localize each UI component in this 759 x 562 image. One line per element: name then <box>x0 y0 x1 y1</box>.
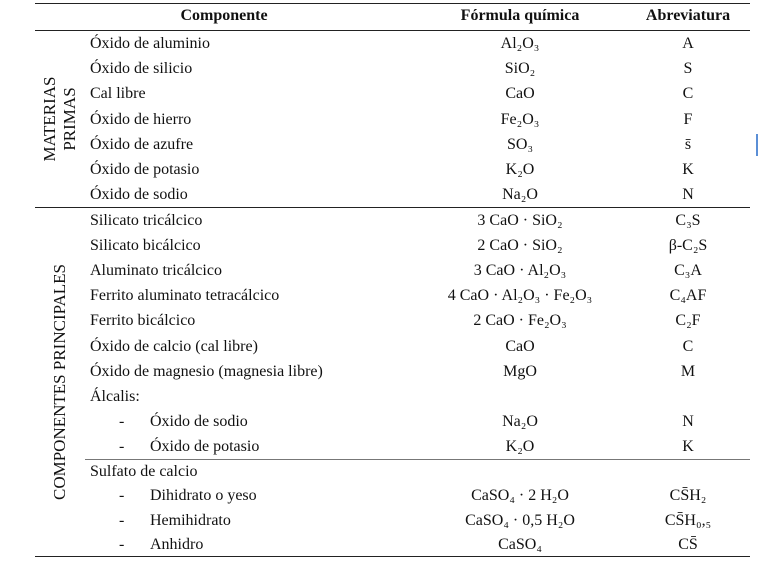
formula: Na₂O <box>502 186 538 204</box>
abbreviation: β-C₂S <box>668 236 708 254</box>
header-rule <box>35 30 750 31</box>
component: Óxido de sodio <box>90 186 188 204</box>
component: Cal libre <box>90 85 146 103</box>
abbreviation: S <box>683 59 693 77</box>
formula: 3 CaO · SiO₂ <box>477 211 563 229</box>
component: Ferrito aluminato tetracálcico <box>90 287 280 305</box>
abbreviation: K <box>682 161 694 179</box>
abbreviation: CS̄ <box>678 535 698 553</box>
component: Óxido de hierro <box>90 110 192 128</box>
component: Óxido de sodio <box>150 413 248 431</box>
component: Dihidrato o yeso <box>150 487 257 505</box>
component: Óxido de magnesio (magnesia libre) <box>90 362 323 380</box>
abbreviation: K <box>682 438 694 456</box>
abbreviation: C <box>682 337 694 355</box>
group-label: MATERIAS <box>40 75 59 162</box>
component: Aluminato tricálcico <box>90 262 222 279</box>
component: Ferrito bicálcico <box>90 312 196 330</box>
abbreviation: N <box>682 413 694 431</box>
bullet: - <box>119 413 125 431</box>
formula: Fe₂O₃ <box>500 110 540 128</box>
formula: K₂O <box>505 161 535 179</box>
formula: SiO₂ <box>504 59 536 77</box>
bottom-rule <box>35 556 750 557</box>
abbreviation: C₂F <box>675 312 701 330</box>
component: Óxido de calcio (cal libre) <box>90 337 258 355</box>
column-header: Fórmula química <box>460 7 580 24</box>
bullet: - <box>119 487 125 505</box>
formula: 2 CaO · Fe₂O₃ <box>473 312 567 330</box>
component: Silicato bicálcico <box>90 236 201 254</box>
bullet: - <box>119 511 125 529</box>
formula: Al₂O₃ <box>500 34 540 52</box>
bullet: - <box>119 438 125 456</box>
formula: CaO <box>505 337 535 355</box>
group-rule <box>35 207 750 208</box>
formula: 3 CaO · Al₂O₃ <box>473 262 567 279</box>
formula: Na₂O <box>502 413 538 431</box>
formula: CaSO₄ <box>498 535 542 553</box>
component: Anhidro <box>150 535 204 553</box>
abbreviation: C₃A <box>674 262 702 279</box>
component: Óxido de azufre <box>90 135 194 153</box>
formula: 4 CaO · Al₂O₃ · Fe₂O₃ <box>447 287 593 305</box>
component: Hemihidrato <box>150 511 231 529</box>
formula: CaSO₄ · 2 H₂O <box>471 487 569 505</box>
abbreviation: C₃S <box>675 211 701 229</box>
formula: SO₃ <box>506 135 534 153</box>
abbreviation: C₄AF <box>669 287 707 305</box>
formula: MgO <box>503 362 537 380</box>
abbreviation: F <box>683 110 693 128</box>
abbreviation: M <box>680 362 696 380</box>
component: Óxido de aluminio <box>90 34 210 52</box>
abbreviation: C <box>682 85 694 103</box>
group-label: COMPONENTES PRINCIPALES <box>50 263 69 500</box>
abbreviation: CS̄H₀,₅ <box>664 511 712 529</box>
component: Sulfato de calcio <box>90 463 198 481</box>
group-label: PRIMAS <box>60 86 79 151</box>
abbreviation: s̄ <box>684 135 692 153</box>
column-header: Abreviatura <box>645 7 731 24</box>
component: Silicato tricálcico <box>90 211 203 229</box>
component: Óxido de potasio <box>150 438 260 456</box>
component: Álcalis: <box>90 388 140 405</box>
abbreviation: N <box>682 186 694 204</box>
block-rule <box>85 459 750 460</box>
formula: 2 CaO · SiO₂ <box>477 236 563 254</box>
formula: CaO <box>505 85 535 103</box>
formula: CaSO₄ · 0,5 H₂O <box>465 511 575 529</box>
bullet: - <box>119 535 125 553</box>
abbreviation: CS̄H₂ <box>669 487 707 505</box>
top-rule <box>35 3 750 4</box>
edge-marker <box>756 134 758 156</box>
component: Óxido de potasio <box>90 161 200 179</box>
component: Óxido de silicio <box>90 59 193 77</box>
column-header: Componente <box>180 7 268 24</box>
abbreviation: A <box>682 34 694 52</box>
formula: K₂O <box>505 438 535 456</box>
